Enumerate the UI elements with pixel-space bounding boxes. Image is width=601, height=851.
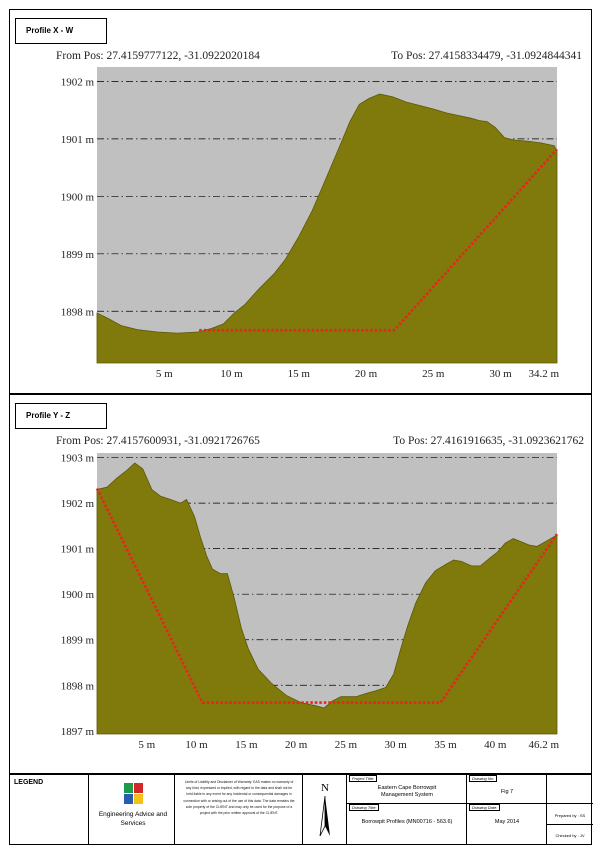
- project-title: Eastern Cape Borrowpit Management System: [377, 785, 437, 798]
- drawing-date: May 2014: [494, 819, 520, 825]
- y-tick-label: 1897 m: [61, 726, 95, 738]
- drawing-no-label: Drawing No:: [469, 775, 498, 782]
- profile-title: Profile X - W: [15, 18, 107, 44]
- profile-panel-yz: Profile Y - Z From Pos: 27.4157600931, -…: [9, 394, 592, 774]
- y-tick-label: 1900 m: [61, 191, 95, 203]
- from-position-label: From Pos: 27.4159777122, -31.0922020184: [56, 50, 260, 62]
- to-position-label: To Pos: 27.4161916635, -31.0923621762: [393, 435, 584, 447]
- checked-by: Checked by : JV: [555, 833, 585, 838]
- y-tick-label: 1902 m: [61, 76, 95, 88]
- title-block: LEGEND Engineering Advice and Services L…: [9, 774, 593, 845]
- y-tick-label: 1898 m: [61, 680, 95, 692]
- drawing-number: Fig 7: [500, 789, 514, 795]
- liability-disclaimer: Limits of Liability and Disclaimer of Wa…: [183, 780, 295, 816]
- x-tick-label: 46.2 m: [528, 739, 559, 751]
- y-tick-label: 1900 m: [61, 589, 95, 601]
- drawing-title: Borrowpit Profiles (MN00716 - 563.6): [361, 819, 453, 825]
- x-tick-label: 15 m: [288, 368, 311, 380]
- company-logo: [124, 783, 144, 805]
- from-position-label: From Pos: 27.4157600931, -31.0921726765: [56, 435, 260, 447]
- y-tick-label: 1901 m: [61, 134, 95, 146]
- x-tick-label: 34.2 m: [528, 368, 559, 380]
- company-name: Engineering Advice and Services: [98, 811, 168, 827]
- x-tick-label: 40 m: [484, 739, 507, 751]
- north-arrow-icon: N: [319, 782, 330, 837]
- y-tick-label: 1899 m: [61, 635, 95, 647]
- y-tick-label: 1901 m: [61, 544, 95, 556]
- x-tick-label: 5 m: [138, 739, 155, 751]
- x-tick-label: 20 m: [355, 368, 378, 380]
- x-tick-label: 5 m: [156, 368, 173, 380]
- profile-chart-yz: 1903 m 1902 m 1901 m 1900 m 1899 m 1898 m 1897…: [61, 453, 560, 751]
- x-tick-label: 25 m: [422, 368, 445, 380]
- legend-label: LEGEND: [14, 779, 44, 786]
- x-tick-label: 25 m: [335, 739, 358, 751]
- y-tick-label: 1902 m: [61, 498, 95, 510]
- x-tick-label: 30 m: [385, 739, 408, 751]
- x-tick-label: 10 m: [185, 739, 208, 751]
- terrain-surface: [96, 462, 558, 735]
- x-tick-label: 10 m: [220, 368, 243, 380]
- profile-panel-xw: Profile X - W From Pos: 27.4159777122, -…: [9, 9, 592, 394]
- x-tick-label: 30 m: [489, 368, 512, 380]
- design-cut-line: [95, 487, 559, 704]
- prepared-by: Prepared by : SS: [554, 813, 586, 818]
- to-position-label: To Pos: 27.4158334479, -31.0924844341: [391, 50, 582, 62]
- design-cut-line: [199, 148, 558, 332]
- profile-chart-xw: 1902 m 1901 m 1900 m 1899 m 1898 m 5 m 10 m 15…: [61, 67, 559, 380]
- profile-title: Profile Y - Z: [15, 403, 107, 429]
- y-tick-label: 1903 m: [61, 453, 95, 465]
- x-tick-label: 15 m: [235, 739, 258, 751]
- north-label: N: [321, 782, 329, 794]
- y-tick-label: 1899 m: [61, 249, 95, 261]
- x-tick-label: 35 m: [434, 739, 457, 751]
- terrain-surface: [96, 93, 558, 364]
- project-title-label: Project Title:: [349, 775, 378, 782]
- x-tick-label: 20 m: [285, 739, 308, 751]
- y-tick-label: 1898 m: [61, 306, 95, 318]
- drawing-title-label: Drawing Title:: [349, 804, 380, 811]
- drawing-date-label: Drawing Date:: [469, 804, 501, 811]
